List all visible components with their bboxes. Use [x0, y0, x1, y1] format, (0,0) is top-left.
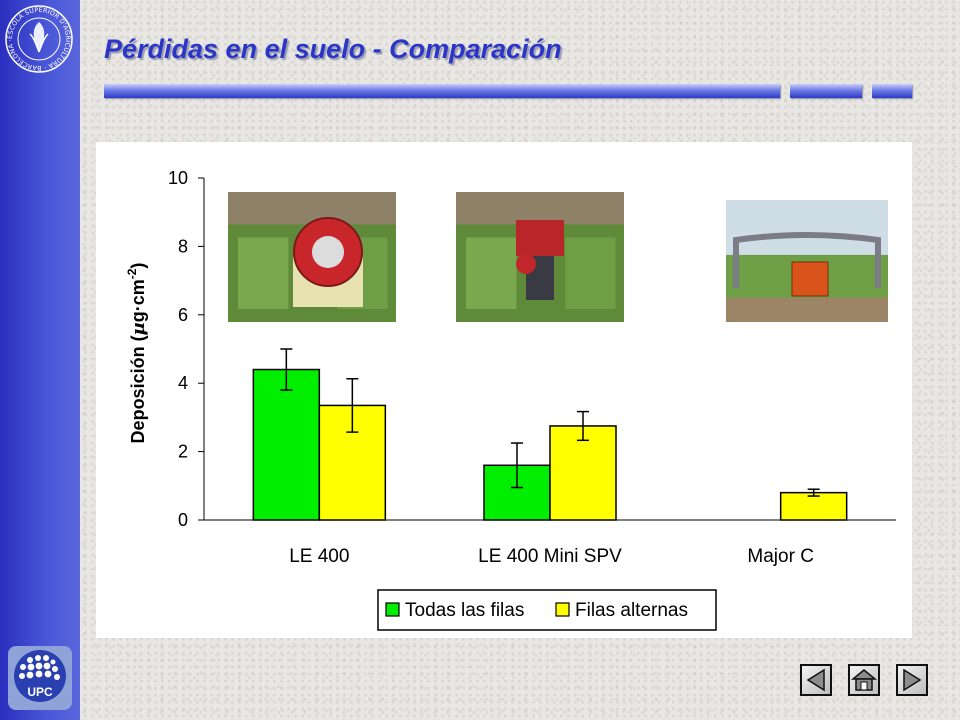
legend-box [377, 589, 717, 631]
y-tick-label: 6 [178, 305, 188, 325]
y-axis-label-mu: µ [128, 322, 149, 335]
left-sidebar-bar: ESCOLA SUPERIOR D'AGRICULTURA · BARCELON… [0, 0, 80, 720]
x-category-label: Major C [747, 546, 814, 567]
slide-title: Pérdidas en el suelo - Comparación [104, 34, 562, 64]
upc-logo-icon: UPC [8, 646, 72, 710]
x-category-label: LE 400 [289, 546, 349, 567]
y-axis-label-exp: -2 [125, 268, 139, 279]
title-underline-mid [790, 84, 862, 98]
x-category-label: LE 400 Mini SPV [478, 546, 622, 567]
y-tick-label: 8 [178, 236, 188, 256]
y-axis-label: Deposición (µg·cm-2) [125, 263, 149, 444]
title-underline-long [104, 84, 780, 98]
legend-swatch-todas-las-filas [385, 602, 400, 617]
home-icon [850, 669, 878, 691]
y-axis-label-close: ) [128, 263, 148, 269]
title-underline-short [872, 84, 912, 98]
sprayer-le400-mini-spv-photo [456, 192, 624, 322]
sprayer-le400-photo [228, 192, 396, 322]
y-tick-label: 4 [178, 373, 188, 393]
deposition-bar-chart: 0 2 4 6 8 10 Deposición (µg·cm-2) LE 400 LE 400 … [125, 168, 896, 631]
bar-todas-las-filas-0 [252, 368, 321, 521]
chart-panel: 0 2 4 6 8 10 Deposición (µg·cm-2) LE 400 LE 400 … [96, 142, 912, 638]
school-seal-icon: ESCOLA SUPERIOR D'AGRICULTURA · BARCELON… [4, 4, 73, 73]
bar-filas-alternas-2 [779, 491, 848, 521]
y-tick-label: 10 [168, 168, 188, 188]
sprayer-major-c-photo [726, 200, 888, 322]
y-axis-label-unit: g·cm [128, 279, 148, 322]
legend-label-filas-alternas: Filas alternas [575, 600, 688, 621]
home-button[interactable] [848, 664, 880, 696]
y-tick-label: 2 [178, 442, 188, 462]
y-axis-label-main: Deposición ( [128, 335, 148, 443]
previous-slide-button[interactable] [800, 664, 832, 696]
legend-swatch-filas-alternas [555, 602, 570, 617]
next-slide-button[interactable] [896, 664, 928, 696]
legend-label-todas-las-filas: Todas las filas [405, 600, 524, 621]
y-tick-label: 0 [178, 510, 188, 530]
triangle-left-icon [806, 668, 825, 692]
upc-logo-text: UPC [27, 685, 53, 699]
triangle-right-icon [903, 668, 922, 692]
